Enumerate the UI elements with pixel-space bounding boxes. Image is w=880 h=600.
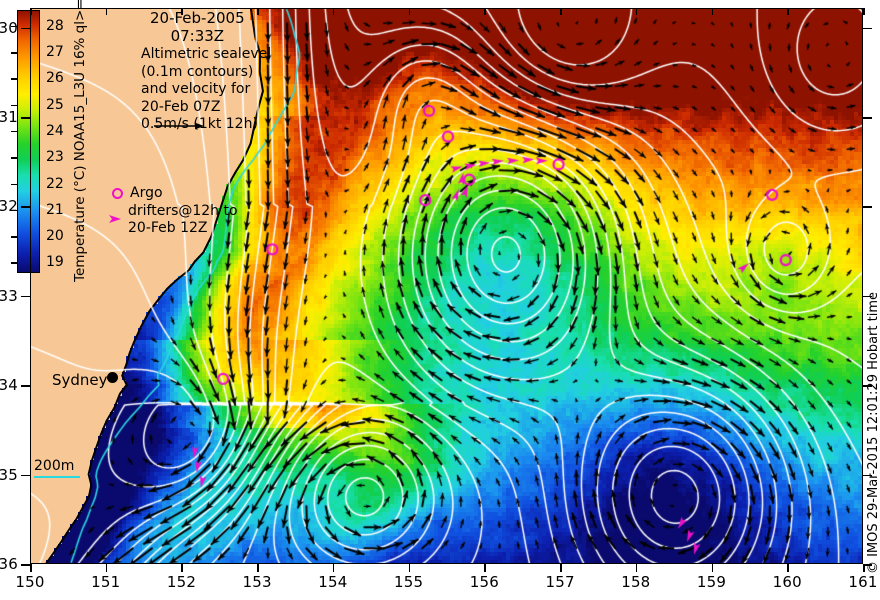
x-axis-tick bbox=[635, 564, 638, 572]
y-axis-label: -31 bbox=[0, 108, 18, 127]
x-axis-tick-top bbox=[181, 8, 183, 15]
x-axis-tick-top bbox=[408, 8, 411, 15]
depth-contour-label: 200m bbox=[34, 458, 75, 474]
colorbar-tick bbox=[11, 209, 17, 212]
colorbar-tick bbox=[11, 25, 17, 28]
x-axis-tick bbox=[711, 564, 714, 572]
city-label-sydney: Sydney bbox=[52, 371, 108, 389]
contour-and-vector-layer bbox=[30, 8, 863, 564]
y-axis-tick-right bbox=[863, 117, 872, 119]
colorbar-tick-label: 25 bbox=[46, 96, 64, 113]
colorbar-gradient bbox=[17, 10, 40, 273]
x-axis-label: 160 bbox=[772, 573, 802, 591]
colorbar-tick-label: 19 bbox=[46, 254, 64, 271]
x-axis-label: 150 bbox=[15, 573, 45, 591]
y-axis-tick bbox=[21, 474, 30, 477]
x-axis-tick-top bbox=[635, 8, 638, 15]
colorbar-tick bbox=[11, 130, 17, 133]
map-plot-area[interactable] bbox=[30, 8, 863, 564]
y-axis-label: -32 bbox=[0, 197, 18, 216]
x-axis-tick bbox=[408, 564, 411, 572]
velocity-scale-arrow-icon bbox=[154, 122, 204, 130]
argo-circle-icon bbox=[112, 188, 123, 199]
colorbar-tick-label: 20 bbox=[46, 228, 64, 245]
x-axis-tick bbox=[332, 564, 335, 572]
map-title: 20-Feb-2005 07:33Z bbox=[150, 9, 245, 45]
legend-argo: Argo bbox=[112, 185, 163, 202]
colorbar-tick-label: 26 bbox=[46, 70, 64, 87]
colorbar-tick-label: 23 bbox=[46, 149, 64, 166]
y-axis-tick bbox=[21, 295, 30, 298]
colorbar-tick bbox=[11, 236, 17, 238]
colorbar-tick bbox=[11, 262, 17, 264]
legend-drifters: drifters@12h to 20-Feb 12Z bbox=[108, 203, 238, 237]
y-axis-tick-right bbox=[863, 474, 872, 477]
y-axis-label: -34 bbox=[0, 376, 18, 395]
copyright-text: © IMOS 29-Mar-2015 12:01:29 Hobart time bbox=[866, 292, 880, 575]
x-axis-tick bbox=[484, 564, 486, 572]
y-axis-tick-right bbox=[863, 564, 872, 566]
x-axis-tick bbox=[863, 564, 865, 572]
colorbar-tick-label: 27 bbox=[46, 44, 64, 61]
city-marker-sydney bbox=[107, 372, 118, 383]
drifter-arrow-icon bbox=[109, 215, 121, 223]
colorbar-tick-label: 28 bbox=[46, 17, 64, 34]
colorbar-tick bbox=[11, 157, 17, 159]
legend-drifters-label: drifters@12h to 20-Feb 12Z bbox=[128, 203, 238, 236]
x-axis-label: 156 bbox=[469, 573, 499, 591]
colorbar-tick bbox=[11, 52, 17, 54]
y-axis-tick-right bbox=[863, 295, 872, 298]
y-axis-tick bbox=[21, 117, 30, 119]
colorbar-tick-label: 21 bbox=[46, 201, 64, 218]
title-date: 20-Feb-2005 bbox=[150, 9, 245, 27]
x-axis-label: 151 bbox=[91, 573, 121, 591]
x-axis-label: 154 bbox=[318, 573, 348, 591]
x-axis-tick-top bbox=[257, 8, 259, 15]
map-description: Altimetric sealevel (0.1m contours) and … bbox=[141, 46, 272, 132]
colorbar-title: Temperature (°C) NOAA15_L3U 16% ql>=2 bbox=[72, 0, 88, 282]
x-axis-label: 155 bbox=[394, 573, 424, 591]
x-axis-tick-top bbox=[105, 8, 108, 15]
y-axis-label: -35 bbox=[0, 465, 18, 484]
x-axis-tick-top bbox=[484, 8, 486, 15]
depth-contour-swatch bbox=[34, 476, 80, 478]
colorbar-tick-label: 22 bbox=[46, 175, 64, 192]
x-axis-tick-top bbox=[711, 8, 714, 15]
x-axis-label: 158 bbox=[621, 573, 651, 591]
x-axis-label: 159 bbox=[696, 573, 727, 591]
x-axis-tick bbox=[560, 564, 562, 572]
x-axis-tick-top bbox=[863, 8, 865, 15]
y-axis-tick-right bbox=[863, 27, 872, 30]
legend-argo-label: Argo bbox=[130, 185, 163, 201]
y-axis-tick-right bbox=[863, 206, 872, 208]
y-axis-label: -30 bbox=[0, 18, 18, 37]
x-axis-label: 161 bbox=[848, 573, 878, 591]
y-axis-tick bbox=[21, 206, 30, 208]
x-axis-label: 157 bbox=[545, 573, 575, 591]
y-axis-label: -33 bbox=[0, 286, 18, 305]
y-axis-label: -36 bbox=[0, 555, 18, 573]
colorbar-tick bbox=[11, 183, 17, 186]
x-axis-tick bbox=[105, 564, 108, 572]
x-axis-label: 153 bbox=[242, 573, 272, 591]
x-axis-tick bbox=[30, 564, 32, 572]
x-axis-tick bbox=[257, 564, 259, 572]
y-axis-tick bbox=[21, 27, 30, 30]
y-axis-tick bbox=[21, 564, 30, 566]
x-axis-tick-top bbox=[332, 8, 335, 15]
colorbar-tick bbox=[11, 104, 17, 107]
x-axis-label: 152 bbox=[166, 573, 197, 591]
x-axis-tick bbox=[181, 564, 183, 572]
colorbar-tick bbox=[11, 78, 17, 80]
title-time: 07:33Z bbox=[170, 27, 225, 45]
x-axis-tick-top bbox=[560, 8, 562, 15]
x-axis-tick bbox=[787, 564, 789, 572]
x-axis-tick-top bbox=[787, 8, 789, 15]
y-axis-tick bbox=[21, 385, 30, 387]
x-axis-tick-top bbox=[30, 8, 32, 15]
colorbar-tick-label: 24 bbox=[46, 122, 64, 139]
y-axis-tick-right bbox=[863, 385, 872, 387]
